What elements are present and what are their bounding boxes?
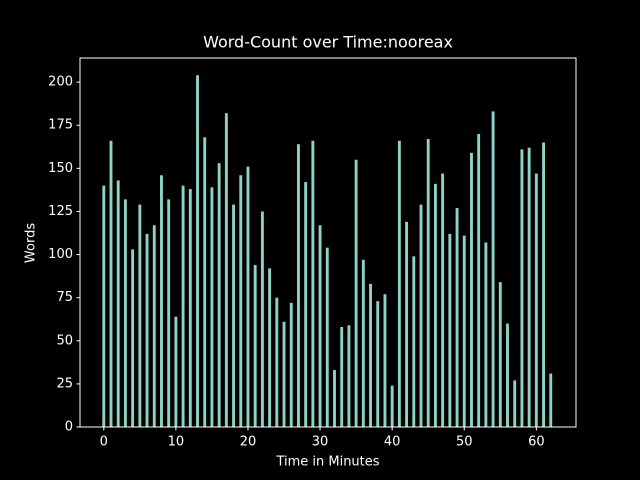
- plot-frame: [79, 57, 577, 428]
- x-tick-label: 10: [168, 435, 185, 450]
- bar: [426, 139, 430, 427]
- bar: [311, 140, 315, 427]
- bar: [361, 259, 365, 427]
- bar: [210, 187, 214, 427]
- bar: [318, 225, 322, 427]
- bar: [462, 235, 466, 427]
- y-tick-label: 75: [56, 290, 73, 305]
- bar: [253, 264, 257, 427]
- bar: [260, 211, 264, 427]
- x-tick-label: 50: [456, 435, 473, 450]
- y-tick-label: 125: [48, 204, 73, 219]
- bar: [174, 316, 178, 427]
- bar: [268, 268, 272, 427]
- bar: [138, 204, 142, 427]
- bar: [441, 173, 445, 427]
- bar: [484, 242, 488, 427]
- bar: [325, 247, 329, 427]
- bar: [513, 380, 517, 427]
- chart-title: Word-Count over Time:nooreax: [203, 33, 453, 52]
- bar: [520, 149, 524, 427]
- bar: [297, 144, 300, 427]
- bar: [224, 113, 228, 428]
- x-tick-label: 40: [384, 435, 401, 450]
- bar: [542, 142, 545, 427]
- bar: [383, 294, 387, 427]
- bar: [498, 282, 502, 427]
- bar: [412, 256, 416, 427]
- x-tick-label: 0: [100, 435, 108, 450]
- bar: [217, 163, 221, 427]
- bar: [333, 370, 336, 427]
- bar: [527, 147, 531, 427]
- bar: [167, 199, 171, 427]
- bar: [405, 221, 409, 427]
- bar: [282, 321, 286, 427]
- bar: [188, 189, 192, 427]
- bar: [275, 297, 279, 427]
- bar: [419, 204, 423, 427]
- y-tick-label: 0: [65, 420, 73, 435]
- bar: [506, 323, 509, 427]
- bar: [232, 204, 235, 427]
- bar: [549, 373, 553, 427]
- bar: [203, 137, 207, 428]
- bar: [102, 185, 106, 427]
- bar: [477, 133, 481, 428]
- x-axis-label: Time in Minutes: [275, 455, 379, 470]
- bar: [304, 182, 308, 427]
- y-tick-label: 175: [48, 118, 73, 133]
- bar: [116, 180, 120, 427]
- bar: [491, 111, 495, 427]
- y-axis-label: Words: [24, 223, 39, 263]
- x-tick-label: 30: [312, 435, 329, 450]
- y-tick-label: 150: [48, 161, 73, 176]
- bar: [289, 302, 293, 427]
- bar: [369, 283, 372, 427]
- bar: [470, 152, 473, 428]
- bar: [340, 326, 344, 427]
- x-tick-label: 20: [240, 435, 257, 450]
- bar: [534, 173, 538, 427]
- x-tick-label: 60: [528, 435, 545, 450]
- bar: [376, 301, 380, 427]
- bar: [390, 385, 394, 427]
- y-tick-label: 50: [56, 333, 73, 348]
- bar: [246, 166, 250, 427]
- bar: [131, 249, 135, 427]
- bar: [196, 75, 199, 428]
- bar: [160, 175, 163, 427]
- bar: [448, 233, 452, 427]
- bar: [145, 233, 149, 427]
- bar: [181, 185, 185, 427]
- bar: [109, 140, 113, 427]
- bar: [354, 159, 358, 427]
- bar: [347, 325, 351, 427]
- y-tick-label: 100: [48, 247, 73, 262]
- bar: [455, 208, 459, 427]
- bar: [239, 175, 243, 427]
- bar: [152, 225, 156, 427]
- bar: [397, 140, 401, 427]
- bar: [123, 199, 127, 427]
- y-tick-label: 200: [48, 75, 73, 90]
- bar: [433, 183, 437, 427]
- y-tick-label: 25: [56, 376, 73, 391]
